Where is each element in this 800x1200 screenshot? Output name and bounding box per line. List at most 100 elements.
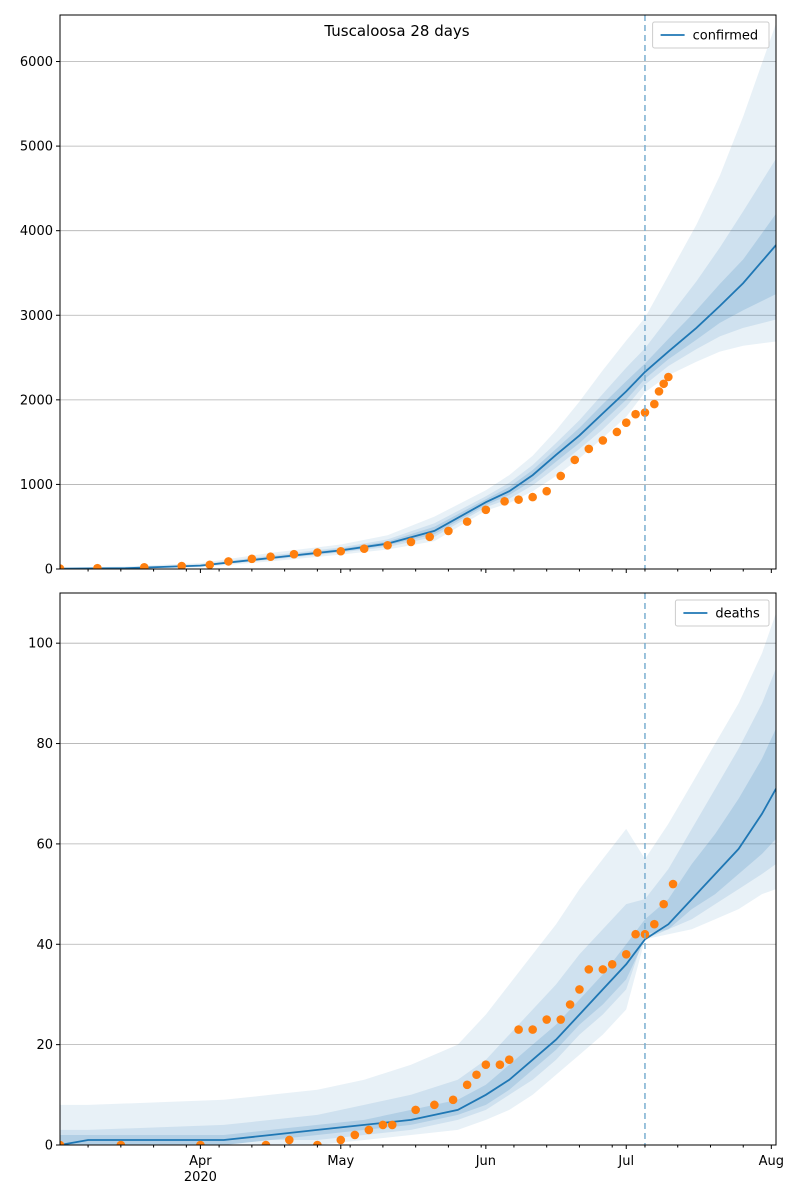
x-tick-label: Apr [189,1154,212,1169]
observed-point [514,495,523,504]
observed-point [406,537,416,547]
observed-point [336,546,346,556]
observed-point [542,1015,551,1024]
uncertainty-band [60,23,776,569]
observed-point [472,1070,481,1080]
y-tick-label: 1000 [20,478,53,493]
confirmed-axes-ticks: 0 1000 2000 3000 4000 5000 6000 [20,55,772,578]
observed-point [364,1125,374,1135]
observed-point [565,1000,575,1009]
observed-point [313,548,322,557]
observed-point [481,1060,491,1070]
observed-point [612,427,622,437]
observed-point [631,409,640,419]
y-tick-label: 80 [36,737,53,752]
uncertainty-band [60,213,776,569]
observed-point [60,1140,65,1145]
confirmed-uncertainty-bands [60,23,776,569]
observed-point [598,436,608,445]
y-tick-label: 20 [36,1038,53,1053]
observed-point [631,929,640,939]
observed-point [444,526,453,536]
observed-point [350,1130,360,1140]
x-tick-label: Aug [759,1154,784,1169]
observed-point [224,557,233,566]
legend-box [674,599,770,627]
observed-point [378,1120,388,1130]
observed-point [481,505,491,515]
deaths-observed-points [60,879,678,1145]
confirmed-axes-frame [59,14,777,570]
observed-point [570,455,580,465]
legend-box [652,21,770,49]
observed-point [621,950,631,959]
observed-point [139,563,149,569]
observed-point [266,552,275,562]
deaths-model-line [60,788,776,1145]
y-tick-label: 60 [36,837,53,852]
observed-point [495,1060,505,1070]
chart-title: Tuscaloosa 28 days [323,22,469,40]
uncertainty-band [60,668,776,1145]
observed-point [504,1055,514,1064]
uncertainty-band [60,158,776,569]
observed-point [556,1015,566,1024]
observed-point [528,1025,537,1034]
observed-point [462,517,472,526]
observed-point [462,1080,472,1090]
observed-point [205,560,215,569]
observed-point [514,1025,523,1034]
y-tick-label: 0 [45,563,53,578]
confirmed-legend: confirmed [652,21,770,49]
observed-point [640,408,650,417]
observed-point [556,471,566,481]
confirmed-model-line [60,244,776,569]
observed-point [289,549,299,559]
observed-point [261,1140,271,1145]
legend-label: confirmed [693,29,759,44]
x-tick-label: Jun [475,1154,496,1169]
y-tick-label: 5000 [20,140,53,155]
y-tick-label: 40 [36,938,53,953]
observed-point [411,1105,420,1115]
observed-point [387,1120,397,1130]
y-tick-label: 3000 [20,309,53,324]
observed-point [607,960,617,969]
observed-point [430,1100,439,1110]
observed-point [285,1135,294,1145]
uncertainty-band [60,613,776,1145]
observed-point [650,919,659,929]
observed-point [359,544,369,554]
observed-point [575,985,584,994]
y-tick-label: 4000 [20,224,53,239]
y-tick-label: 6000 [20,55,53,70]
observed-point [247,554,257,564]
model-median-line [60,244,776,569]
y-tick-label: 0 [45,1139,53,1154]
observed-point [93,563,102,569]
observed-point [621,418,631,427]
deaths-axes-frame [59,592,777,1146]
y-tick-label: 100 [28,637,53,652]
observed-point [584,965,594,974]
observed-point [659,899,668,909]
observed-point [425,532,434,542]
observed-point [668,879,678,889]
observed-point [60,564,65,569]
x-tick-sublabel: 2020 [184,1170,217,1185]
observed-point [542,486,551,496]
x-tick-label: May [327,1154,354,1169]
observed-point [116,1140,126,1145]
confirmed-panel: 0 1000 2000 3000 4000 5000 6000 Tuscaloosa 28 … [20,14,777,578]
observed-point [177,561,186,569]
observed-point [336,1135,346,1145]
observed-point [196,1140,205,1145]
observed-point [313,1140,322,1145]
observed-point [650,399,659,409]
observed-point [654,387,664,396]
observed-point [448,1095,458,1105]
